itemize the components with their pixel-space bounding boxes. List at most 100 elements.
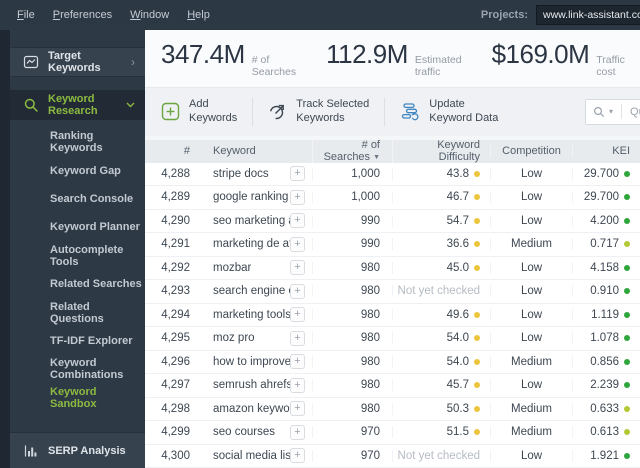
difficulty-dot xyxy=(474,429,480,436)
add-keyword-button[interactable]: + xyxy=(290,213,305,229)
row-number-cell: 4,299 xyxy=(161,426,190,439)
add-keyword-button[interactable]: + xyxy=(290,236,305,252)
difficulty-cell: Not yet checked xyxy=(397,285,480,298)
button-label: Track Selected Keywords xyxy=(296,97,370,124)
menu-help[interactable]: Help xyxy=(187,9,210,21)
table-row[interactable]: 4,290 seo marketing a... + 990 54.7 Low … xyxy=(145,209,640,233)
competition-cell: Low xyxy=(490,308,572,321)
table-row[interactable]: 4,300 social media list... + 970 Not yet… xyxy=(145,444,640,468)
add-keyword-button[interactable]: + xyxy=(290,166,305,182)
table-row[interactable]: 4,292 mozbar + 980 45.0 Low 4.158 xyxy=(145,256,640,280)
kei-cell: 29.700 xyxy=(583,167,619,180)
keyword-cell: amazon keywor... xyxy=(213,402,290,415)
stat-value: 112.9M xyxy=(326,38,408,69)
add-keyword-button[interactable]: + xyxy=(290,260,305,276)
searches-cell: 980 xyxy=(312,285,392,298)
difficulty-cell: 54.7 xyxy=(446,214,469,227)
kei-cell: 2.239 xyxy=(590,379,619,392)
main-panel: 347.4M # of Searches 112.9M Estimated tr… xyxy=(145,30,640,468)
add-keyword-button[interactable]: + xyxy=(290,330,305,346)
sidebar: Target Keywords › Keyword Research Ranki… xyxy=(10,30,145,468)
quick-filter-input[interactable]: ▾ Qu xyxy=(585,98,640,125)
table-row[interactable]: 4,297 semrush ahrefs + 980 45.7 Low 2.23… xyxy=(145,374,640,398)
track-selected-keywords-button[interactable]: Track Selected Keywords xyxy=(268,98,369,126)
sidebar-item-autocomplete-tools[interactable]: Autocomplete Tools xyxy=(50,243,124,268)
searches-cell: 980 xyxy=(312,402,392,415)
searches-cell: 990 xyxy=(312,214,392,227)
difficulty-cell: 45.0 xyxy=(446,261,469,274)
row-number-cell: 4,297 xyxy=(161,379,190,392)
sidebar-item-keyword-sandbox[interactable]: Keyword Sandbox xyxy=(50,385,97,410)
competition-cell: Medium xyxy=(490,355,572,368)
menu-file[interactable]: File xyxy=(17,9,35,21)
kei-cell: 4.158 xyxy=(590,261,619,274)
sidebar-item-tf-idf-explorer[interactable]: TF-IDF Explorer xyxy=(50,334,133,347)
add-keyword-button[interactable]: + xyxy=(290,189,305,205)
menu-preferences[interactable]: Preferences xyxy=(52,9,113,21)
kei-cell: 29.700 xyxy=(583,191,619,204)
column-header-num[interactable]: # xyxy=(183,145,190,157)
stat-traffic-cost: $169.0M Traffic cost xyxy=(492,39,625,78)
sidebar-item-related-questions[interactable]: Related Questions xyxy=(50,300,104,325)
table-row[interactable]: 4,298 amazon keywor... + 980 50.3 Medium… xyxy=(145,397,640,421)
kei-cell: 4.200 xyxy=(590,214,619,227)
sidebar-item-ranking-keywords[interactable]: Ranking Keywords xyxy=(50,130,103,155)
row-number-cell: 4,300 xyxy=(161,449,190,462)
competition-cell: Low xyxy=(490,261,572,274)
difficulty-cell: 43.8 xyxy=(446,167,469,180)
stats-bar: 347.4M # of Searches 112.9M Estimated tr… xyxy=(145,30,640,88)
toolbar: Add Keywords Track Selected Keywords Updat… xyxy=(145,87,640,136)
table-row[interactable]: 4,295 moz pro + 980 54.0 Low 1.078 xyxy=(145,327,640,351)
add-keyword-button[interactable]: + xyxy=(290,283,305,299)
row-number-cell: 4,290 xyxy=(161,214,190,227)
table-header: # Keyword # of Searches ▼ Keyword Difficu… xyxy=(145,139,640,163)
column-header-searches[interactable]: # of Searches ▼ xyxy=(312,139,392,163)
sidebar-item-keyword-planner[interactable]: Keyword Planner xyxy=(50,221,140,234)
table-row[interactable]: 4,299 seo courses + 970 51.5 Medium 0.61… xyxy=(145,421,640,445)
sort-desc-icon: ▼ xyxy=(373,154,380,161)
menu-window[interactable]: Window xyxy=(130,9,170,21)
table-row[interactable]: 4,288 stripe docs + 1,000 43.8 Low 29.70… xyxy=(145,162,640,186)
add-keyword-button[interactable]: + xyxy=(290,401,305,417)
searches-cell: 980 xyxy=(312,332,392,345)
kei-cell: 0.717 xyxy=(590,238,619,251)
menu-bar: File Preferences Window Help Projects: xyxy=(0,0,640,30)
row-number-cell: 4,289 xyxy=(161,191,190,204)
add-keyword-button[interactable]: + xyxy=(290,307,305,323)
column-header-difficulty[interactable]: Keyword Difficulty xyxy=(392,139,490,163)
sidebar-item-keyword-gap[interactable]: Keyword Gap xyxy=(50,164,121,177)
sidebar-item-serp-analysis[interactable]: SERP Analysis xyxy=(10,432,145,468)
add-keyword-button[interactable]: + xyxy=(290,424,305,440)
column-header-keyword[interactable]: Keyword xyxy=(213,145,256,157)
column-header-kei[interactable]: KEI xyxy=(572,145,640,157)
difficulty-cell: 36.6 xyxy=(446,238,469,251)
stat-label: Estimated traffic xyxy=(414,53,462,78)
divider xyxy=(384,97,386,126)
sidebar-item-keyword-research[interactable]: Keyword Research xyxy=(10,90,145,120)
sidebar-item-label: SERP Analysis xyxy=(48,444,126,457)
add-keyword-button[interactable]: + xyxy=(290,354,305,370)
row-number-cell: 4,288 xyxy=(161,167,190,180)
keyword-cell: how to improve ... xyxy=(213,355,290,368)
table-row[interactable]: 4,296 how to improve ... + 980 54.0 Medi… xyxy=(145,350,640,374)
table-row[interactable]: 4,293 search engine o... + 980 Not yet c… xyxy=(145,280,640,304)
project-selector[interactable] xyxy=(536,5,640,25)
table-row[interactable]: 4,294 marketing tools + 980 49.6 Low 1.1… xyxy=(145,303,640,327)
difficulty-dot xyxy=(474,382,480,389)
table-row[interactable]: 4,289 google ranking tr... + 1,000 46.7 … xyxy=(145,186,640,210)
add-keywords-button[interactable]: Add Keywords xyxy=(161,98,237,126)
column-header-competition[interactable]: Competition xyxy=(490,145,572,157)
searches-cell: 990 xyxy=(312,238,392,251)
keyword-cell: google ranking tr... xyxy=(213,191,290,204)
divider xyxy=(252,97,254,126)
projects-label: Projects: xyxy=(480,9,528,21)
sidebar-item-related-searches[interactable]: Related Searches xyxy=(50,278,142,291)
add-keyword-button[interactable]: + xyxy=(290,377,305,393)
add-keyword-button[interactable]: + xyxy=(290,448,305,464)
kei-cell: 0.856 xyxy=(590,355,619,368)
update-keyword-data-button[interactable]: Update Keyword Data xyxy=(400,98,498,126)
sidebar-item-keyword-combinations[interactable]: Keyword Combinations xyxy=(50,357,124,382)
sidebar-item-search-console[interactable]: Search Console xyxy=(50,192,134,205)
table-row[interactable]: 4,291 marketing de afil... + 990 36.6 Me… xyxy=(145,233,640,257)
sidebar-item-target-keywords[interactable]: Target Keywords › xyxy=(10,47,145,77)
